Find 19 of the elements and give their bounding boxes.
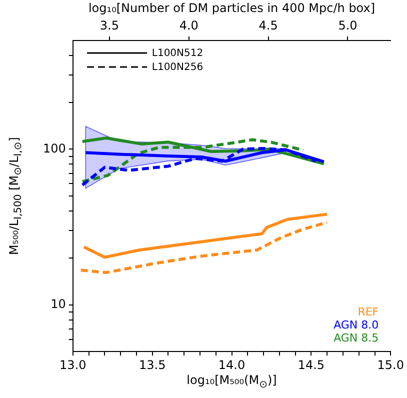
x-tick-label: 14.0: [218, 358, 246, 372]
annotation: L100N256: [152, 62, 204, 73]
text: AGN 8.5: [334, 332, 379, 345]
x2-tick-label: 4.5: [258, 18, 278, 32]
y-tick-label: 100: [43, 141, 66, 156]
text: AGN 8.0: [334, 318, 379, 332]
line-series: [79, 220, 329, 274]
x-tick-label: 14.5: [298, 358, 325, 372]
x-tick-label: 13.0: [60, 358, 86, 372]
x-axis-title: log₁₀[M₅₀₀(M$_{⊙}$)]: [186, 372, 277, 390]
text: REF: [358, 306, 379, 319]
x-tick-label: 13.5: [138, 358, 166, 372]
annotation: L100N512: [152, 48, 204, 59]
x2-axis-title: log₁₀[Number of DM particles in 400 Mpc/h box]: [88, 1, 376, 15]
x2-tick-label: 3.5: [100, 18, 119, 32]
x2-tick-label: 5.0: [338, 18, 358, 32]
x-tick-label: 15.0: [377, 358, 404, 372]
x2-tick-label: 4.0: [179, 18, 198, 32]
y-tick-label: 10: [50, 296, 66, 311]
